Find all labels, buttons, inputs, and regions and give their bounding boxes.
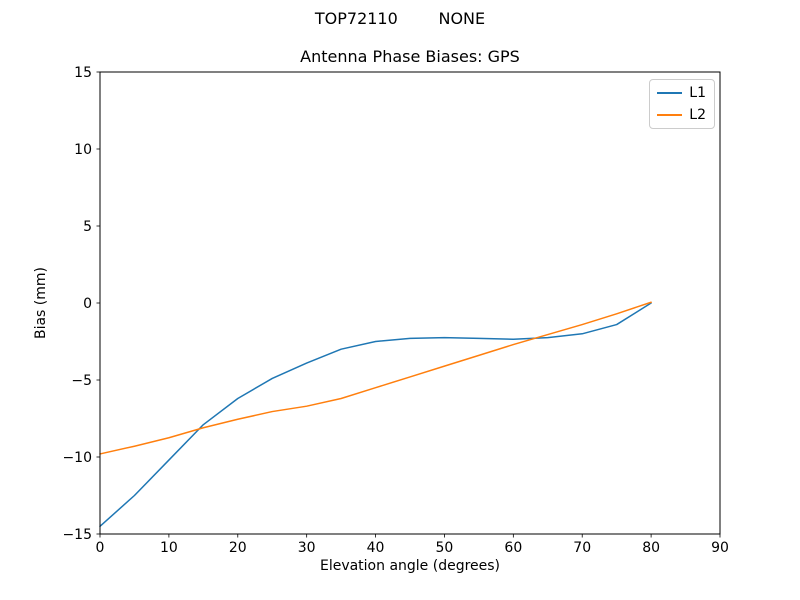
x-tick-label: 30 <box>298 540 316 556</box>
x-tick-label: 50 <box>436 540 454 556</box>
x-tick-label: 90 <box>711 540 729 556</box>
figure-suptitle: TOP72110 NONE <box>314 9 486 28</box>
chart-title: Antenna Phase Biases: GPS <box>300 47 520 66</box>
legend-line-swatch-l2 <box>657 114 683 116</box>
y-tick-label: 5 <box>83 219 92 235</box>
legend-entry-l1: L1 <box>657 85 706 101</box>
legend: L1 L2 <box>649 79 715 129</box>
x-tick-label: 60 <box>504 540 522 556</box>
y-tick-label: −5 <box>71 373 92 389</box>
x-tick-label: 20 <box>229 540 247 556</box>
x-tick-label: 10 <box>160 540 178 556</box>
legend-label-l2: L2 <box>689 107 706 123</box>
series-line-l1 <box>99 302 652 528</box>
legend-label-l1: L1 <box>689 85 706 101</box>
y-tick-label: 10 <box>74 142 92 158</box>
series-line-l2 <box>99 301 652 455</box>
y-tick-label: 15 <box>74 65 92 81</box>
y-tick-label: −10 <box>62 450 92 466</box>
x-tick-label: 0 <box>96 540 105 556</box>
legend-line-swatch-l1 <box>657 92 683 94</box>
y-tick-label: 0 <box>83 296 92 312</box>
legend-entry-l2: L2 <box>657 107 706 123</box>
x-tick-label: 40 <box>367 540 385 556</box>
x-axis-label: Elevation angle (degrees) <box>319 558 501 574</box>
x-tick-label: 70 <box>573 540 591 556</box>
x-tick-label: 80 <box>642 540 660 556</box>
y-tick-label: −15 <box>62 527 92 543</box>
plot-frame <box>99 71 721 535</box>
y-axis-label: Bias (mm) <box>33 266 49 340</box>
